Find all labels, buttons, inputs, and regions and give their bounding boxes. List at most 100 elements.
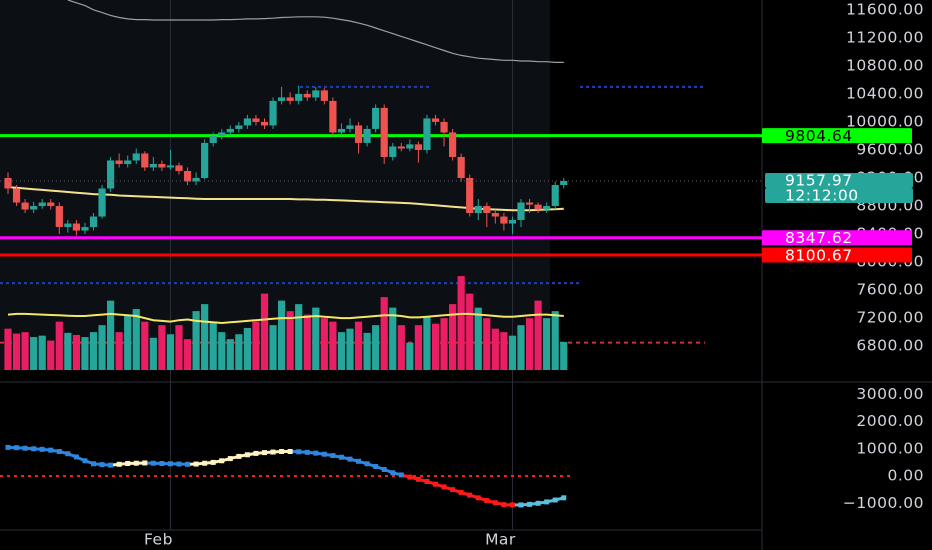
candle-body (89, 216, 98, 228)
x-tick-label: Feb (144, 531, 173, 549)
volume-bar (30, 337, 38, 370)
candle-body (243, 118, 251, 126)
candle-body (406, 144, 414, 149)
volume-bar (303, 314, 311, 370)
oscillator-point (321, 451, 327, 457)
countdown-label: 12:12:00 (785, 186, 859, 204)
volume-bar (329, 321, 337, 370)
oscillator-point (227, 456, 233, 462)
oscillator-point (347, 456, 353, 462)
volume-bar (440, 318, 448, 370)
oscillator-point (338, 454, 344, 460)
oscillator-point (253, 450, 259, 456)
oscillator-point (475, 495, 481, 501)
volume-bar (226, 339, 234, 370)
level-price-label: 8347.62 (785, 229, 853, 247)
oscillator-point (185, 461, 191, 467)
candle-body (183, 170, 192, 182)
volume-bar (235, 334, 243, 370)
volume-bar (414, 325, 422, 370)
oscillator-point (99, 462, 105, 468)
oscillator-point (91, 461, 96, 467)
candle-body (72, 223, 80, 231)
candle-body (81, 227, 89, 231)
level-price-box (762, 128, 912, 144)
oscillator-point (441, 484, 447, 490)
candle-body (363, 128, 371, 143)
candle-body (235, 125, 243, 129)
oscillator-point (535, 500, 541, 506)
candle-body (346, 125, 354, 129)
oscillator-point (373, 463, 379, 469)
volume-bar (124, 314, 132, 370)
oscillator-point (14, 445, 20, 451)
y-tick-label: 1000.00 (856, 439, 924, 457)
level-price-box (762, 247, 912, 263)
y-tick-label: 11600.00 (846, 0, 924, 18)
volume-bar (354, 321, 363, 370)
volume-bar (141, 321, 149, 370)
volume-bar (389, 307, 397, 370)
candle-body (551, 185, 559, 207)
oscillator-point (492, 500, 498, 506)
level-price-label: 8100.67 (785, 247, 853, 265)
candle-body (414, 144, 422, 150)
candle-body (329, 100, 337, 133)
volume-bar (457, 276, 465, 370)
candle-body (380, 107, 388, 157)
candle-body (397, 146, 405, 149)
candle-body (423, 118, 431, 150)
candle-body (449, 132, 457, 157)
volume-bar (372, 325, 380, 370)
volume-bar (346, 328, 354, 370)
candle-body (474, 206, 482, 214)
volume-bar (269, 325, 277, 370)
candle-body (38, 202, 46, 207)
volume-bar (295, 304, 303, 370)
oscillator-point (467, 492, 473, 498)
candle-body (440, 121, 448, 133)
oscillator-point (450, 487, 456, 493)
oscillator-point (125, 460, 131, 466)
candle-body (491, 213, 499, 217)
volume-bar (98, 325, 106, 370)
oscillator-point (304, 449, 310, 455)
volume-bar (431, 323, 440, 370)
volume-bar (363, 332, 371, 370)
oscillator-point (39, 446, 45, 452)
y-tick-label: −1000.00 (843, 494, 924, 512)
oscillator-point (527, 501, 533, 507)
candle-body (192, 177, 200, 182)
y-tick-label: 10400.00 (846, 84, 924, 102)
candle-body (295, 93, 303, 101)
volume-bar (491, 328, 499, 370)
candle-body (466, 177, 474, 214)
candle-body (158, 163, 166, 168)
candle-body (30, 206, 38, 210)
y-tick-label: 10000.00 (846, 112, 924, 130)
candle-body (560, 180, 568, 185)
candle-body (320, 90, 328, 101)
volume-bar (115, 332, 123, 370)
y-tick-label: 2000.00 (856, 412, 924, 430)
volume-bar (72, 334, 80, 370)
volume-bar (534, 300, 542, 370)
y-tick-label: 3000.00 (856, 385, 924, 403)
y-tick-label: 9600.00 (856, 140, 924, 158)
candle-body (534, 204, 542, 210)
oscillator-point (159, 460, 165, 466)
volume-bar (397, 325, 405, 370)
oscillator-point (356, 458, 362, 464)
oscillator-point (48, 447, 54, 453)
volume-bar (175, 325, 183, 370)
oscillator-point (167, 461, 173, 467)
volume-bar (466, 293, 474, 370)
candle-body (226, 128, 234, 133)
oscillator-point (65, 451, 71, 457)
volume-bar (312, 307, 320, 370)
candle-body (21, 202, 29, 210)
oscillator-point (390, 470, 396, 476)
oscillator-point (381, 466, 387, 472)
volume-bar (380, 297, 388, 370)
